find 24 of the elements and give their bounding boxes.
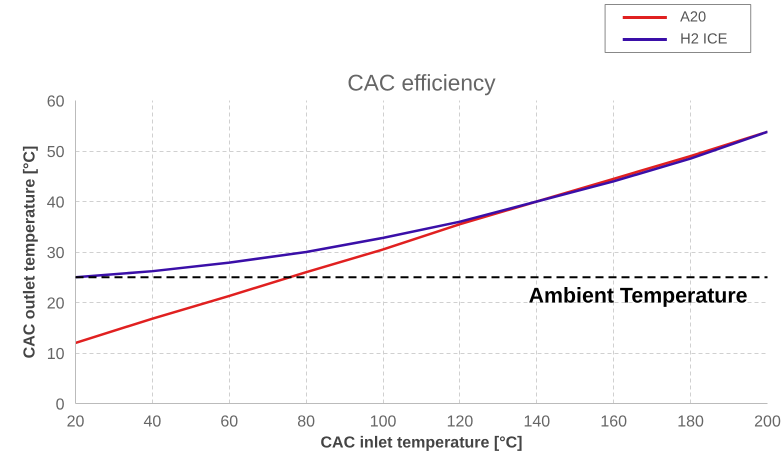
x-tick-label: 20 <box>66 414 84 430</box>
x-tick-label: 160 <box>600 414 628 430</box>
y-tick-label: 20 <box>46 296 65 312</box>
x-tick-label: 80 <box>297 414 316 430</box>
x-tick-label: 40 <box>143 414 162 430</box>
line-series <box>76 130 768 278</box>
x-tick-label: 140 <box>523 414 550 430</box>
y-tick-label: 40 <box>46 194 65 212</box>
x-axis-title: CAC inlet temperature [°C] <box>320 434 522 452</box>
ref-line-label: Ambient Temperature <box>528 283 748 308</box>
x-tick-label: 180 <box>677 414 704 430</box>
y-axis-title: CAC outlet temperature [°C] <box>22 146 39 358</box>
x-tick-label: 120 <box>446 414 474 430</box>
y-tick-label: 30 <box>46 245 65 262</box>
x-tick-label: 200 <box>754 414 781 430</box>
x-tick-label: 100 <box>370 414 397 430</box>
y-tick-label: 60 <box>46 94 65 110</box>
y-tick-label: 0 <box>56 396 65 414</box>
y-tick-label: 50 <box>46 144 65 161</box>
x-tick-label: 60 <box>220 414 238 430</box>
legend-label: A20 <box>680 10 706 26</box>
legend-label: H2 ICE <box>680 32 728 48</box>
chart-title: CAC efficiency <box>347 70 496 96</box>
y-tick-label: 10 <box>46 346 65 363</box>
